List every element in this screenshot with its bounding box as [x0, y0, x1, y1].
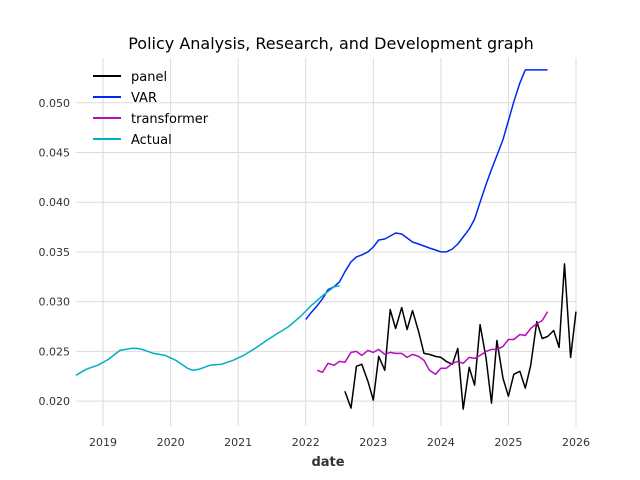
series-line-panel: [344, 263, 577, 410]
x-tick-label: 2024: [427, 436, 455, 449]
x-tick-label: 2023: [359, 436, 387, 449]
series-lines: [75, 69, 577, 410]
x-tick-labels: 2019 2020 2021 2022 2023 2024 2025 2026: [89, 436, 590, 449]
series-line-var: [305, 69, 548, 321]
legend-label: transformer: [131, 112, 209, 127]
x-tick-label: 2019: [89, 436, 117, 449]
legend-label: panel: [131, 70, 167, 85]
y-tick-labels: 0.020 0.025 0.030 0.035 0.040 0.045 0.050: [39, 97, 71, 408]
series-line-transformer: [316, 311, 549, 376]
x-tick-label: 2020: [157, 436, 185, 449]
series-line-actual: [75, 285, 340, 376]
y-tick-label: 0.025: [39, 345, 71, 358]
y-tick-label: 0.035: [39, 246, 71, 259]
x-tick-label: 2026: [562, 436, 590, 449]
legend: panel VAR transformer Actual: [93, 70, 209, 148]
y-tick-label: 0.030: [39, 296, 71, 309]
y-tick-label: 0.045: [39, 146, 71, 159]
legend-label: Actual: [131, 133, 172, 148]
legend-label: VAR: [131, 91, 157, 106]
y-tick-label: 0.050: [39, 97, 71, 110]
x-tick-label: 2022: [292, 436, 320, 449]
plot-grid: [76, 58, 577, 426]
y-tick-label: 0.020: [39, 395, 71, 408]
x-axis-label: date: [311, 455, 344, 470]
x-tick-label: 2021: [224, 436, 252, 449]
chart-title: Policy Analysis, Research, and Developme…: [128, 34, 534, 53]
y-tick-label: 0.040: [39, 196, 71, 209]
x-tick-label: 2025: [494, 436, 522, 449]
